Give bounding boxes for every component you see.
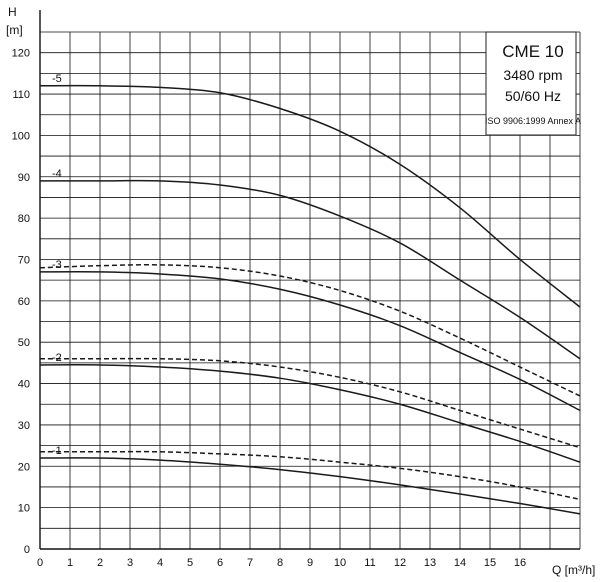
- x-tick-label: 13: [424, 557, 436, 569]
- y-tick-label: 60: [18, 296, 30, 308]
- y-tick-label: 110: [12, 89, 30, 101]
- y-tick-label: 120: [12, 48, 30, 60]
- series-solid-0-line: [39, 84, 581, 308]
- info-title: CME 10: [502, 42, 563, 61]
- series-dashed-3-line: [39, 264, 581, 397]
- x-tick-label: 10: [334, 557, 346, 569]
- curve-label: -1: [52, 445, 62, 457]
- y-tick-label: 50: [18, 337, 30, 349]
- curve-label: -3: [52, 259, 62, 271]
- y-tick-label: 10: [18, 503, 30, 515]
- x-tick-label: 15: [484, 557, 496, 569]
- x-tick-label: 3: [127, 557, 133, 569]
- y-axis-unit: [m]: [6, 23, 23, 37]
- x-tick-label: 14: [454, 557, 466, 569]
- x-tick-label: 1: [67, 557, 73, 569]
- x-tick-label: 4: [157, 557, 163, 569]
- curve-label: -5: [52, 73, 62, 85]
- y-tick-label: 100: [12, 130, 30, 142]
- x-axis-title: Q [m³/h]: [552, 563, 595, 577]
- x-tick-label: 9: [307, 557, 313, 569]
- x-tick-label: 6: [217, 557, 223, 569]
- info-box: CME 10 3480 rpm 50/60 Hz ISO 9906:1999 A…: [485, 31, 581, 136]
- info-frequency: 50/60 Hz: [505, 88, 561, 104]
- series-dashed-5-line: [40, 357, 581, 449]
- y-tick-label: 70: [18, 254, 30, 266]
- x-tick-label: 0: [37, 557, 43, 569]
- curve-labels: -5 -4 -3 -2 -1: [52, 73, 62, 457]
- x-tick-label: 16: [514, 557, 526, 569]
- y-axis-title: H: [8, 5, 17, 19]
- info-box-frame: [485, 31, 577, 136]
- x-tick-label: 2: [97, 557, 103, 569]
- info-standard: ISO 9906:1999 Annex A: [485, 116, 581, 126]
- info-speed: 3480 rpm: [503, 67, 562, 83]
- tick-labels: 0 1 2 3 4 5 6 7 8 9 10 11 12 13 14 15 160102030405060708…: [12, 48, 526, 569]
- x-tick-label: 7: [247, 557, 253, 569]
- x-tick-label: 11: [364, 557, 375, 569]
- y-tick-label: 20: [18, 461, 30, 473]
- curve-series: [39, 84, 581, 515]
- series-solid-6-line: [39, 457, 581, 515]
- y-tick-label: 40: [18, 379, 30, 391]
- curve-label: -4: [52, 168, 62, 180]
- y-tick-label: 30: [18, 420, 30, 432]
- series-solid-4-line: [39, 364, 581, 463]
- x-tick-label: 8: [277, 557, 283, 569]
- y-tick-label: 90: [18, 172, 30, 184]
- y-tick-label: 80: [18, 213, 30, 225]
- x-tick-label: 5: [187, 557, 193, 569]
- y-tick-label: 0: [24, 544, 30, 556]
- series-solid-2-line: [39, 270, 581, 412]
- curve-label: -2: [52, 352, 62, 364]
- x-tick-label: 12: [394, 557, 406, 569]
- series-dashed-7-line: [39, 450, 581, 501]
- grid: [39, 10, 581, 550]
- series-solid-1-line: [39, 179, 581, 360]
